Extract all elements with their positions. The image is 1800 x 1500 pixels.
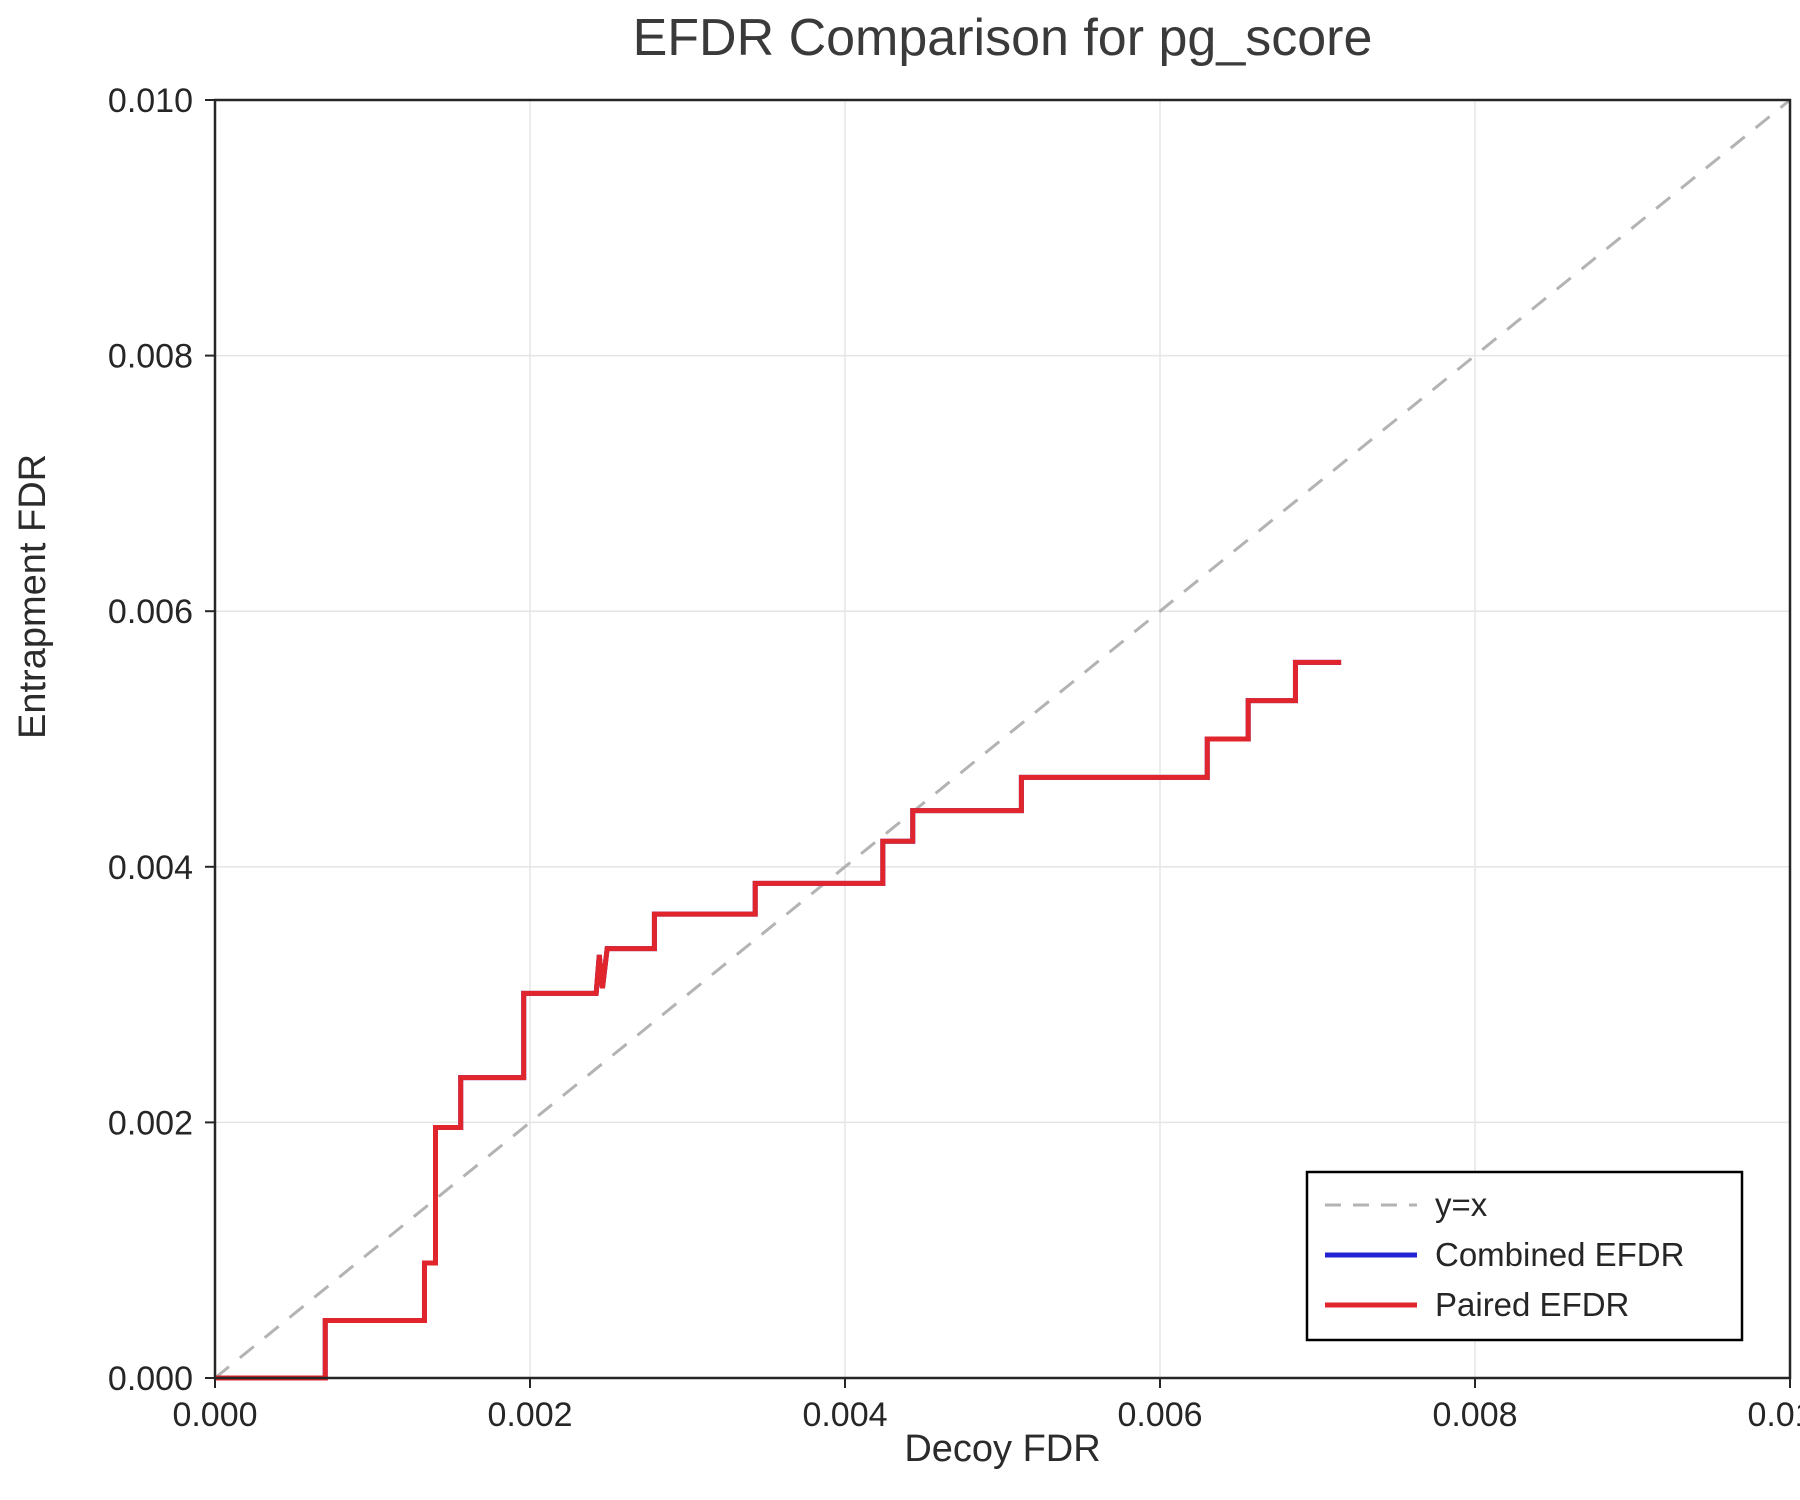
y-tick-label: 0.002	[108, 1104, 193, 1142]
y-tick-label: 0.010	[108, 82, 193, 120]
legend-entry-label: Combined EFDR	[1435, 1236, 1684, 1273]
chart-title: EFDR Comparison for pg_score	[632, 9, 1373, 67]
x-tick-label: 0.000	[172, 1396, 257, 1434]
x-tick-label: 0.002	[487, 1396, 572, 1434]
legend-entry-label: Paired EFDR	[1435, 1286, 1629, 1323]
x-tick-label: 0.004	[802, 1396, 887, 1434]
x-tick-label: 0.010	[1747, 1396, 1800, 1434]
series-line-combined-efdr	[215, 659, 1342, 1381]
y-tick-label: 0.008	[108, 338, 193, 376]
legend-entry-label: y=x	[1435, 1186, 1488, 1223]
x-tick-label: 0.008	[1432, 1396, 1517, 1434]
series-line-paired-efdr	[215, 659, 1342, 1381]
y-tick-label: 0.006	[108, 593, 193, 631]
y-tick-label: 0.000	[108, 1360, 193, 1398]
plot-frame	[213, 98, 1792, 1380]
x-axis-label: Decoy FDR	[904, 1428, 1101, 1470]
y-tick-label: 0.004	[108, 849, 193, 887]
x-tick-label: 0.006	[1117, 1396, 1202, 1434]
